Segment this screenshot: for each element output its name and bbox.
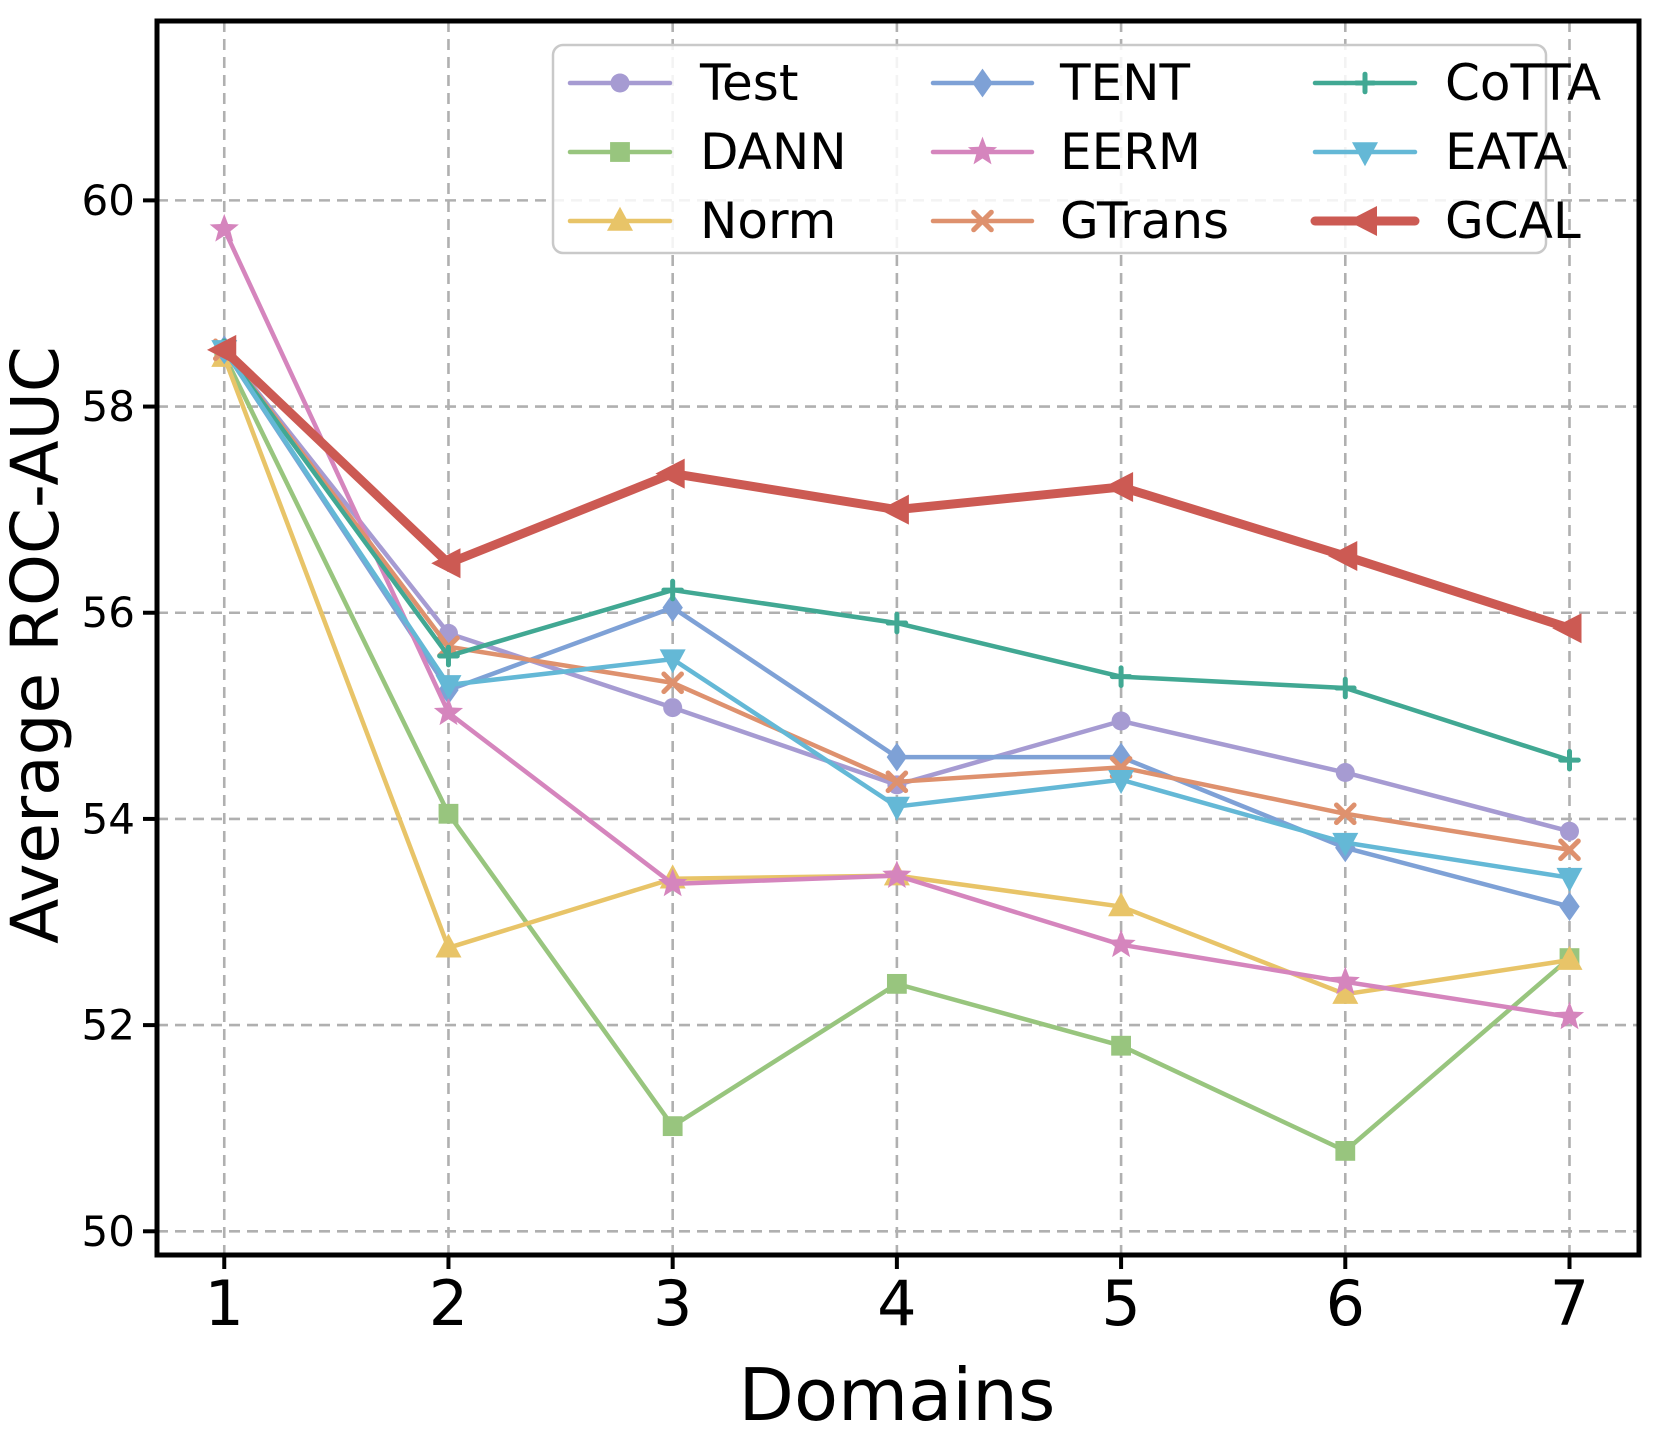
plus-marker-cotta-2 [437, 644, 460, 668]
x-marker-gtrans-7 [1558, 838, 1581, 862]
legend-box [551, 43, 1548, 255]
legend-label-gtrans: GTrans [1060, 192, 1229, 250]
series-line-cotta [222, 347, 1572, 763]
square-marker-dann-4 [886, 973, 907, 994]
diamond-marker-legend-tent [972, 68, 993, 98]
circle-marker-legend-test [610, 73, 630, 93]
star-marker-eerm-2 [433, 697, 464, 726]
legend-item-norm: Norm [567, 192, 836, 250]
square-marker-legend-dann [610, 142, 630, 162]
x-axis-label: Domains [739, 1353, 1056, 1433]
plus-marker-cotta-3 [661, 578, 684, 602]
legend-label-gcal: GCAL [1445, 192, 1581, 250]
x-tick-label-3: 3 [653, 1267, 692, 1340]
legend-item-eerm: EERM [930, 123, 1201, 181]
legend-label-dann: DANN [700, 123, 847, 181]
x-axis-ticks: 1 2 3 4 5 6 7 [205, 1255, 1589, 1340]
y-tick-label-50: 50 [82, 1207, 135, 1256]
y-tick-label-52: 52 [82, 1001, 135, 1050]
triangle-down-marker-eata-2 [435, 675, 462, 700]
triangle-left-marker-legend-gcal [1347, 206, 1377, 236]
series-gcal [207, 334, 1582, 644]
x-tick-label-6: 6 [1326, 1267, 1365, 1340]
y-axis-label: Average ROC-AUC [0, 346, 74, 944]
diamond-marker-tent-4 [886, 742, 908, 772]
square-marker-dann-3 [662, 1116, 683, 1137]
star-marker-legend-eerm [967, 136, 998, 165]
star-marker-eerm-6 [1330, 966, 1360, 995]
y-axis-ticks: 50 52 54 56 58 60 [82, 176, 157, 1256]
triangle-up-marker-norm-6 [1332, 979, 1359, 1004]
legend-item-test: Test [567, 54, 798, 112]
diamond-marker-tent-3 [662, 593, 683, 622]
x-tick-label-5: 5 [1101, 1267, 1140, 1340]
y-tick-label-56: 56 [82, 588, 135, 637]
plus-marker-cotta-6 [1333, 676, 1357, 700]
legend-label-eerm: EERM [1060, 123, 1201, 181]
triangle-up-marker-legend-norm [607, 206, 633, 231]
plus-marker-legend-cotta [1353, 71, 1377, 95]
x-marker-gtrans-6 [1333, 802, 1357, 826]
star-marker-eerm-3 [658, 868, 688, 897]
x-tick-label-4: 4 [877, 1267, 916, 1340]
triangle-down-marker-eata-7 [1556, 867, 1583, 892]
legend-label-cotta: CoTTA [1445, 54, 1601, 112]
x-marker-gtrans-4 [885, 770, 909, 794]
y-tick-label-60: 60 [82, 176, 135, 225]
plus-marker-cotta-7 [1558, 748, 1581, 772]
circle-marker-test-3 [663, 698, 683, 718]
triangle-left-marker-gcal-4 [879, 494, 909, 525]
square-marker-dann-5 [1111, 1035, 1131, 1056]
legend-item-tent: TENT [930, 54, 1191, 112]
star-marker-eerm-5 [1106, 929, 1136, 958]
diamond-marker-tent-7 [1559, 892, 1580, 921]
legend-label-eata: EATA [1445, 123, 1568, 181]
triangle-left-marker-gcal-1 [207, 334, 237, 365]
square-marker-dann-2 [438, 803, 459, 824]
x-tick-label-7: 7 [1550, 1267, 1589, 1340]
x-tick-label-1: 1 [205, 1267, 244, 1340]
triangle-up-marker-norm-2 [435, 933, 462, 958]
legend-label-norm: Norm [700, 192, 836, 250]
triangle-down-marker-legend-eata [1352, 142, 1378, 167]
star-marker-eerm-7 [1554, 1001, 1585, 1030]
series-eerm [209, 213, 1585, 1030]
legend-item-cotta: CoTTA [1312, 54, 1601, 112]
square-marker-dann-6 [1335, 1140, 1356, 1161]
circle-marker-test-7 [1559, 821, 1579, 841]
x-marker-gtrans-3 [661, 671, 684, 695]
legend: Test DANN Norm TENT EERM GTrans CoTTA EATA GCAL [551, 43, 1601, 255]
legend-item-gcal: GCAL [1310, 192, 1581, 250]
star-marker-eerm-1 [209, 213, 239, 242]
triangle-left-marker-gcal-7 [1552, 613, 1582, 644]
legend-item-dann: DANN [567, 123, 847, 181]
legend-label-tent: TENT [1059, 54, 1191, 112]
star-marker-eerm-4 [882, 860, 912, 889]
triangle-down-marker-eata-4 [883, 796, 910, 821]
triangle-down-marker-eata-6 [1332, 832, 1359, 857]
triangle-down-marker-eata-5 [1108, 770, 1135, 795]
triangle-down-marker-eata-3 [659, 649, 686, 674]
y-tick-label-58: 58 [82, 382, 135, 431]
legend-item-eata: EATA [1312, 123, 1568, 181]
triangle-left-marker-gcal-6 [1328, 541, 1358, 572]
x-marker-legend-gtrans [971, 209, 994, 233]
triangle-left-marker-gcal-5 [1103, 471, 1134, 502]
plus-marker-cotta-5 [1109, 665, 1133, 688]
circle-marker-test-6 [1335, 763, 1355, 783]
triangle-up-marker-norm-7 [1556, 945, 1583, 970]
triangle-left-marker-gcal-3 [655, 458, 685, 489]
y-tick-label-54: 54 [82, 794, 135, 843]
legend-item-gtrans: GTrans [930, 192, 1229, 250]
triangle-left-marker-gcal-2 [431, 548, 461, 579]
triangle-up-marker-norm-5 [1108, 892, 1135, 917]
circle-marker-test-5 [1111, 711, 1131, 731]
x-tick-label-2: 2 [429, 1267, 468, 1340]
legend-label-test: Test [699, 54, 798, 112]
plus-marker-cotta-4 [885, 611, 909, 635]
